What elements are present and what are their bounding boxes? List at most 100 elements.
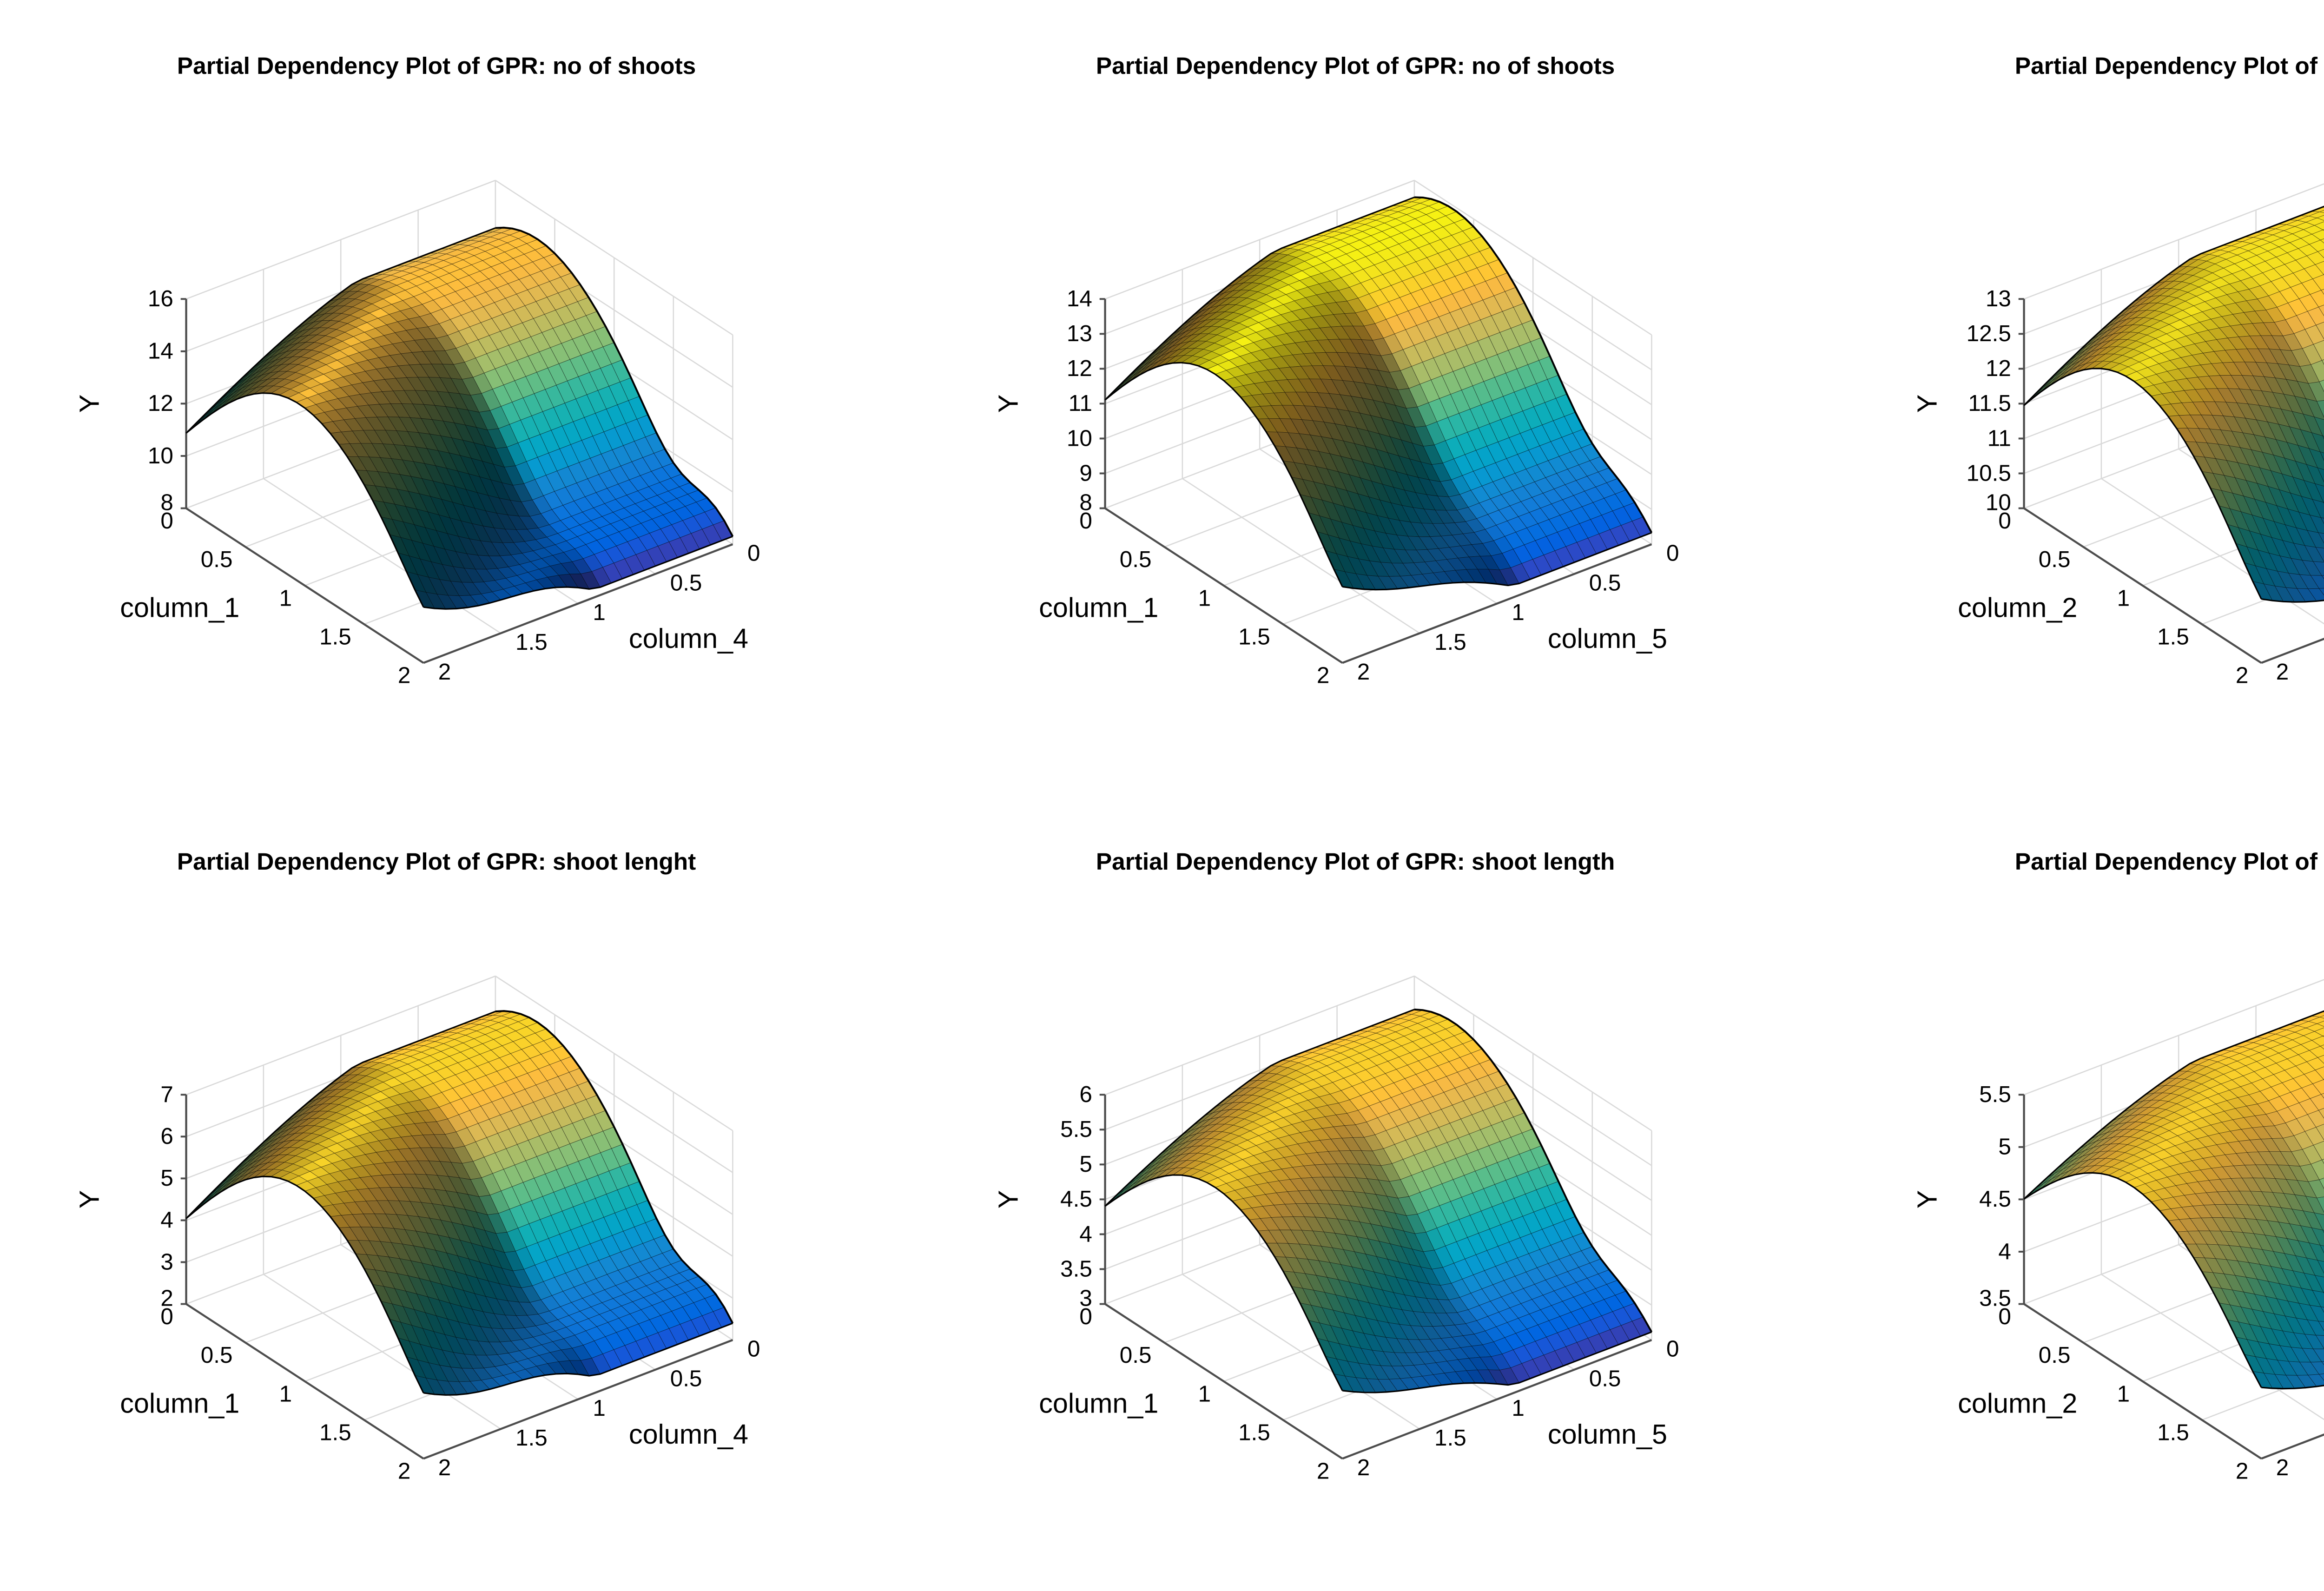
svg-text:4.5: 4.5 [1060,1186,1092,1212]
svg-text:0: 0 [1079,1304,1092,1329]
svg-text:2: 2 [438,659,451,685]
svg-text:7: 7 [160,1082,173,1107]
svg-text:9: 9 [1079,460,1092,486]
svg-text:5: 5 [160,1165,173,1191]
svg-text:1.5: 1.5 [2157,624,2189,650]
svg-text:1: 1 [279,585,292,611]
svg-text:2: 2 [1317,1458,1330,1484]
svg-text:1: 1 [1198,1381,1211,1406]
svg-text:column_1: column_1 [1039,1387,1158,1419]
svg-text:1.5: 1.5 [515,1425,548,1450]
svg-text:5.5: 5.5 [1060,1116,1092,1142]
svg-text:column_1: column_1 [120,592,239,623]
svg-text:0.5: 0.5 [201,1342,233,1368]
svg-text:13: 13 [1986,286,2011,311]
svg-text:0: 0 [1666,1336,1679,1361]
svg-text:1: 1 [279,1381,292,1406]
svg-text:0.5: 0.5 [1589,1366,1621,1391]
svg-text:5: 5 [1079,1151,1092,1177]
svg-text:0.5: 0.5 [2039,1342,2071,1368]
svg-text:2: 2 [438,1454,451,1480]
svg-text:2: 2 [1317,663,1330,688]
svg-text:1: 1 [2117,585,2130,611]
svg-text:6: 6 [160,1123,173,1149]
svg-text:4: 4 [1998,1238,2011,1264]
svg-text:Y: Y [993,395,1024,413]
svg-text:5.5: 5.5 [1979,1082,2011,1107]
svg-text:1.5: 1.5 [1434,629,1466,655]
svg-text:1: 1 [1512,1395,1525,1421]
svg-text:0: 0 [1079,508,1092,534]
svg-text:column_4: column_4 [629,623,748,654]
svg-text:column_5: column_5 [1548,1419,1667,1450]
svg-text:0: 0 [747,541,760,566]
svg-text:Partial Dependency Plot of GPR: Partial Dependency Plot of GPR: shoot le… [2015,848,2324,875]
svg-text:10: 10 [148,443,173,469]
svg-text:12.5: 12.5 [1967,321,2011,346]
svg-text:5: 5 [1998,1134,2011,1159]
svg-text:3.5: 3.5 [1060,1256,1092,1281]
svg-text:column_1: column_1 [120,1387,239,1419]
svg-text:11: 11 [1987,425,2011,451]
svg-text:14: 14 [1067,286,1092,311]
svg-text:1: 1 [1198,585,1211,611]
svg-text:column_2: column_2 [1958,592,2077,623]
svg-text:1.5: 1.5 [515,629,548,655]
svg-text:12: 12 [1986,356,2011,381]
svg-text:Partial Dependency Plot of GPR: Partial Dependency Plot of GPR: no of sh… [2015,52,2324,79]
svg-text:6: 6 [1079,1082,1092,1107]
svg-text:1.5: 1.5 [319,624,351,650]
svg-text:0: 0 [1998,508,2011,534]
svg-text:12: 12 [148,390,173,416]
svg-text:1: 1 [593,600,606,625]
svg-text:0.5: 0.5 [1589,570,1621,595]
svg-text:Y: Y [1912,395,1943,413]
svg-text:Partial Dependency Plot of GPR: Partial Dependency Plot of GPR: no of sh… [1096,52,1615,79]
svg-text:1.5: 1.5 [1238,624,1270,650]
svg-text:Partial Dependency Plot of GPR: Partial Dependency Plot of GPR: shoot le… [1096,848,1615,875]
svg-text:10: 10 [1067,425,1092,451]
svg-text:column_1: column_1 [1039,592,1158,623]
svg-text:13: 13 [1067,321,1092,346]
svg-text:column_5: column_5 [1548,623,1667,654]
svg-text:0.5: 0.5 [670,1366,702,1391]
svg-text:1: 1 [1512,600,1525,625]
svg-text:column_4: column_4 [629,1419,748,1450]
svg-text:2: 2 [2236,1458,2249,1484]
svg-text:2: 2 [398,1458,411,1484]
svg-text:2: 2 [398,663,411,688]
svg-text:2: 2 [2276,1454,2289,1480]
svg-text:0: 0 [1666,541,1679,566]
svg-text:4: 4 [1079,1221,1092,1247]
svg-text:2: 2 [1357,659,1370,685]
svg-text:1.5: 1.5 [1238,1419,1270,1445]
svg-text:1.5: 1.5 [319,1419,351,1445]
svg-text:0: 0 [1998,1304,2011,1329]
svg-text:16: 16 [148,286,173,311]
svg-text:0.5: 0.5 [2039,547,2071,572]
svg-text:0: 0 [747,1336,760,1361]
svg-text:0: 0 [160,1304,173,1329]
svg-text:1: 1 [2117,1381,2130,1406]
svg-text:2: 2 [1357,1454,1370,1480]
svg-text:10.5: 10.5 [1967,460,2011,486]
svg-text:2: 2 [2236,663,2249,688]
svg-text:4.5: 4.5 [1979,1186,2011,1212]
svg-text:Y: Y [1912,1190,1943,1208]
svg-text:1.5: 1.5 [2157,1419,2189,1445]
svg-text:0: 0 [160,508,173,534]
svg-text:Y: Y [993,1190,1024,1208]
svg-text:1.5: 1.5 [1434,1425,1466,1450]
svg-text:column_2: column_2 [1958,1387,2077,1419]
svg-text:12: 12 [1067,356,1092,381]
svg-text:1: 1 [593,1395,606,1421]
svg-text:2: 2 [2276,659,2289,685]
svg-text:0.5: 0.5 [201,547,233,572]
svg-text:11.5: 11.5 [1968,390,2011,416]
svg-text:0.5: 0.5 [1120,547,1152,572]
svg-text:11: 11 [1069,390,1092,416]
svg-text:0.5: 0.5 [1120,1342,1152,1368]
svg-text:Y: Y [74,395,105,413]
svg-text:Y: Y [74,1190,105,1208]
svg-text:Partial Dependency Plot of GPR: Partial Dependency Plot of GPR: shoot le… [177,848,696,875]
